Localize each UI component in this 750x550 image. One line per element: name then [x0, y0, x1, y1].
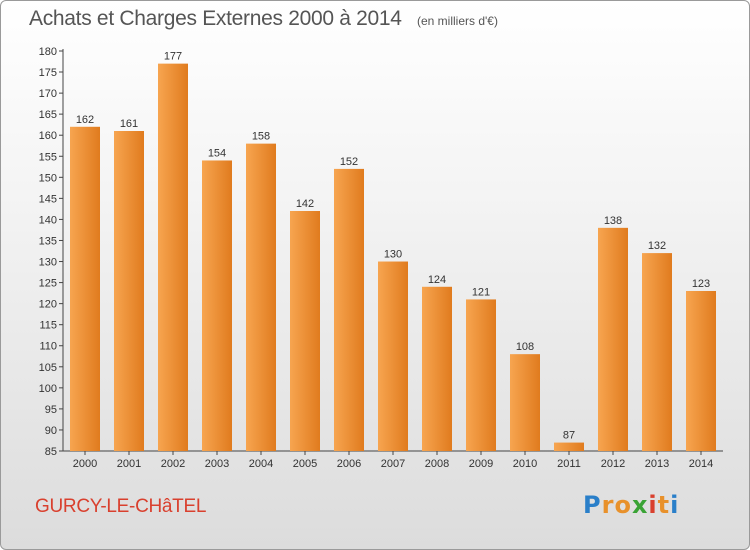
place-name: GURCY-LE-CHâTEL — [35, 496, 207, 517]
y-tick-label: 125 — [39, 278, 57, 290]
bars — [70, 63, 716, 452]
y-tick-label: 115 — [39, 320, 57, 332]
logo-letter: x — [631, 491, 649, 519]
y-tick-label: 140 — [39, 214, 57, 226]
bar — [334, 168, 364, 452]
bar — [642, 253, 672, 451]
bar — [70, 126, 100, 451]
bar — [598, 227, 628, 451]
bar — [466, 299, 496, 451]
y-tick-label: 105 — [39, 362, 57, 374]
data-label: 152 — [340, 156, 358, 168]
y-tick-label: 135 — [39, 235, 57, 247]
y-tick-label: 90 — [45, 425, 57, 437]
bar — [202, 160, 232, 451]
data-label: 154 — [208, 147, 226, 159]
data-label: 121 — [472, 286, 490, 298]
bar — [686, 291, 716, 451]
x-tick-label: 2003 — [205, 458, 229, 470]
data-label: 87 — [563, 430, 575, 442]
y-tick-label: 165 — [39, 109, 57, 121]
x-tick-label: 2001 — [117, 458, 141, 470]
value-labels: 162 161 177 154 158 142 152 130 124 121 108 87 138 13… — [76, 51, 710, 442]
x-tick-label: 2012 — [601, 458, 625, 470]
x-tick-label: 2006 — [337, 458, 361, 470]
chart-title: Achats et Charges Externes 2000 à 2014 — [29, 7, 402, 30]
y-tick-label: 110 — [39, 341, 57, 353]
x-tick-label: 2002 — [161, 458, 185, 470]
proxiti-logo: Proxiti — [583, 491, 679, 519]
x-tick-label: 2004 — [249, 458, 273, 470]
data-label: 124 — [428, 274, 446, 286]
data-label: 130 — [384, 249, 402, 261]
bar — [246, 143, 276, 451]
x-tick-label: 2005 — [293, 458, 317, 470]
y-tick-label: 175 — [39, 67, 57, 79]
data-label: 138 — [604, 215, 622, 227]
data-label: 142 — [296, 198, 314, 210]
y-tick-label: 145 — [39, 193, 57, 205]
x-tick-label: 2010 — [513, 458, 537, 470]
bar — [554, 442, 584, 451]
data-label: 132 — [648, 240, 666, 252]
y-tick-label: 130 — [39, 257, 57, 269]
x-tick-label: 2014 — [689, 458, 713, 470]
bar — [114, 131, 144, 451]
bar — [378, 261, 408, 451]
data-label: 161 — [120, 118, 138, 130]
logo-letter: P — [583, 491, 602, 519]
y-tick-label: 160 — [39, 130, 57, 142]
y-tick-label: 150 — [39, 172, 57, 184]
data-label: 177 — [164, 51, 182, 63]
y-tick-label: 170 — [39, 88, 57, 100]
logo-letter: o — [614, 491, 632, 519]
bar — [510, 354, 540, 451]
y-tick-label: 120 — [39, 299, 57, 311]
x-tick-label: 2013 — [645, 458, 669, 470]
data-label: 158 — [252, 131, 270, 143]
x-tick-label: 2011 — [557, 458, 581, 470]
y-tick-label: 180 — [39, 46, 57, 58]
x-tick-label: 2007 — [381, 458, 405, 470]
logo-letter: r — [601, 491, 615, 519]
logo-letter: t — [657, 491, 671, 519]
bar — [422, 286, 452, 451]
y-tick-label: 100 — [39, 383, 57, 395]
data-label: 108 — [516, 341, 534, 353]
y-tick-label: 85 — [45, 446, 57, 458]
bar — [290, 211, 320, 451]
x-tick-label: 2009 — [469, 458, 493, 470]
y-tick-label: 95 — [45, 404, 57, 416]
bar — [158, 63, 188, 451]
data-label: 123 — [692, 278, 710, 290]
chart-unit: (en milliers d'€) — [417, 14, 498, 28]
x-tick-label: 2008 — [425, 458, 449, 470]
data-label: 162 — [76, 114, 94, 126]
logo-letter: i — [648, 491, 658, 519]
y-tick-label: 155 — [39, 151, 57, 163]
logo-letter: i — [670, 491, 680, 519]
x-tick-label: 2000 — [73, 458, 97, 470]
